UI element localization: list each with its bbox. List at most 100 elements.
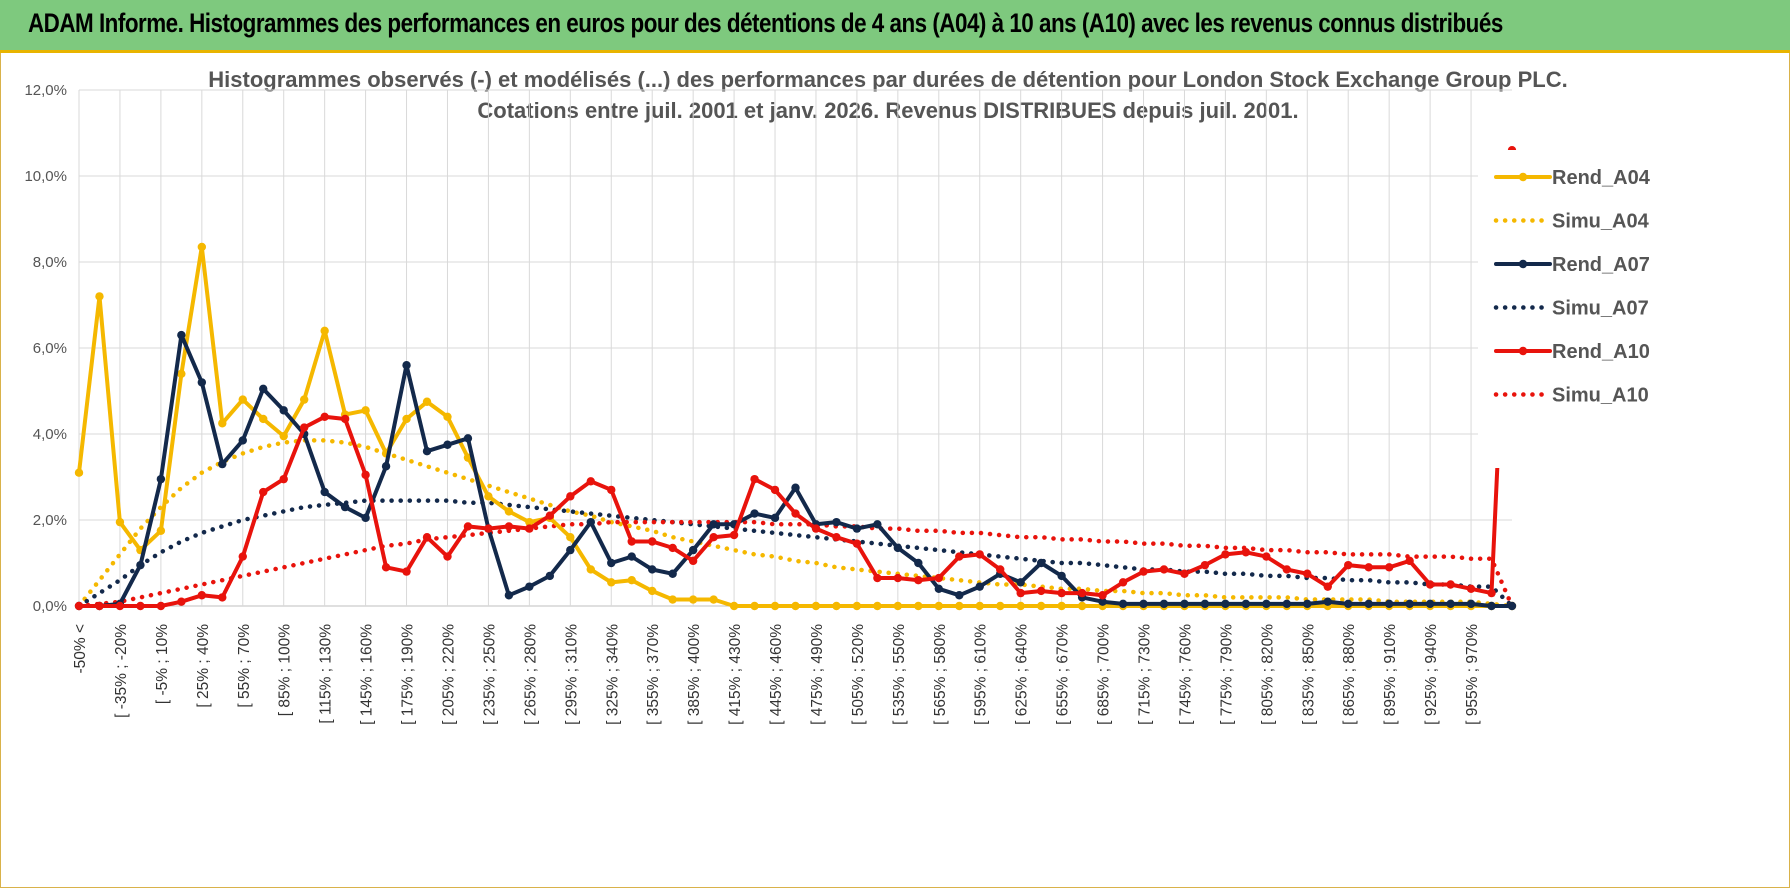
data-point-rend_a07 xyxy=(156,474,166,484)
data-point-rend_a10 xyxy=(1282,565,1292,574)
data-point-rend_a10 xyxy=(1487,588,1496,598)
legend-marker xyxy=(1518,346,1528,356)
data-point-rend_a10 xyxy=(1180,569,1189,578)
data-point-rend_a10 xyxy=(770,485,780,495)
legend-marker xyxy=(1518,172,1528,182)
data-point-rend_a07 xyxy=(1241,599,1251,609)
data-point-rend_a04 xyxy=(1036,601,1046,611)
data-point-rend_a07 xyxy=(545,571,555,581)
data-point-rend_a10 xyxy=(1098,591,1107,600)
data-point-rend_a04 xyxy=(525,517,534,527)
x-tick-label: [ 445% ; 460% xyxy=(768,624,785,725)
legend-label-rend_a04: Rend_A04 xyxy=(1552,167,1651,189)
data-point-rend_a10 xyxy=(115,601,125,611)
data-point-rend_a07 xyxy=(1057,571,1066,581)
data-point-rend_a07 xyxy=(648,565,657,574)
x-tick-label: [ 505% ; 520% xyxy=(850,624,867,725)
data-point-rend_a04 xyxy=(893,601,903,611)
data-point-rend_a10 xyxy=(218,593,227,602)
x-tick-label: [ -5% ; 10% xyxy=(154,624,171,704)
data-point-rend_a04 xyxy=(566,533,575,542)
data-point-rend_a07 xyxy=(770,513,780,523)
data-point-rend_a10 xyxy=(1364,563,1373,572)
data-point-rend_a04 xyxy=(852,601,862,611)
y-tick-label: 10,0% xyxy=(24,168,67,185)
data-point-rend_a07 xyxy=(1118,599,1128,609)
x-tick-label: [ 355% ; 370% xyxy=(645,624,662,725)
x-tick-label: [ 685% ; 700% xyxy=(1096,624,1113,725)
x-tick-label: [ 115% ; 130% xyxy=(318,624,335,724)
data-point-rend_a07 xyxy=(197,378,207,387)
x-tick-label: [ 625% ; 640% xyxy=(1014,624,1031,725)
x-tick-label: [ -35% ; -20% xyxy=(113,624,130,718)
data-point-rend_a07 xyxy=(607,558,616,568)
x-axis: -50% < [ -35% ; -20% [ -5% ; 10% [ 25% ; 40… xyxy=(72,624,1481,725)
x-tick-label: [ 265% ; 280% xyxy=(522,624,539,725)
performance-histogram-chart: Histogrammes observés (-) et modélisés (… xyxy=(24,67,1696,725)
series-line-rend_a10 xyxy=(77,148,1514,608)
data-point-rend_a04 xyxy=(361,406,370,415)
data-point-rend_a07 xyxy=(1139,599,1148,609)
data-point-rend_a10 xyxy=(177,597,186,606)
x-tick-label: [ 565% ; 580% xyxy=(932,624,949,725)
data-point-rend_a07 xyxy=(1487,601,1496,611)
data-point-rend_a10 xyxy=(934,573,943,583)
grid xyxy=(78,89,1512,607)
data-point-rend_a10 xyxy=(1139,567,1148,576)
data-point-rend_a10 xyxy=(996,565,1005,574)
data-point-rend_a07 xyxy=(586,517,595,527)
data-point-rend_a04 xyxy=(607,578,616,587)
legend: Rend_A04 Simu_A04 Rend_A07 Simu_A07 Rend_A10… xyxy=(1478,150,1696,468)
data-point-rend_a04 xyxy=(74,468,84,477)
data-point-rend_a07 xyxy=(1303,599,1312,609)
data-point-rend_a10 xyxy=(1200,560,1210,570)
data-point-rend_a10 xyxy=(648,537,657,546)
x-tick-label: [ 775% ; 790% xyxy=(1218,624,1235,725)
data-point-rend_a10 xyxy=(1036,586,1046,596)
data-point-rend_a04 xyxy=(402,414,411,424)
data-point-rend_a07 xyxy=(1159,599,1169,609)
data-point-rend_a10 xyxy=(1425,580,1435,589)
data-point-rend_a04 xyxy=(156,526,166,535)
data-point-rend_a07 xyxy=(525,582,534,591)
x-tick-label: [ 955% ; 970% xyxy=(1464,624,1481,725)
x-tick-label: [ 295% ; 310% xyxy=(563,624,580,725)
data-point-rend_a07 xyxy=(873,520,882,529)
x-tick-label: [ 415% ; 430% xyxy=(727,624,744,725)
data-point-rend_a10 xyxy=(975,550,984,559)
data-point-rend_a10 xyxy=(381,563,391,572)
data-point-rend_a07 xyxy=(177,330,186,340)
data-point-rend_a07 xyxy=(1098,597,1107,606)
data-point-rend_a07 xyxy=(1344,599,1353,609)
data-point-rend_a04 xyxy=(95,292,104,301)
data-point-rend_a07 xyxy=(218,459,227,469)
legend-label-simu_a07: Simu_A07 xyxy=(1552,298,1649,320)
data-point-rend_a04 xyxy=(197,242,207,252)
data-point-rend_a10 xyxy=(320,412,329,421)
data-point-rend_a10 xyxy=(914,576,923,585)
legend-label-rend_a10: Rend_A10 xyxy=(1552,341,1650,363)
y-tick-label: 6,0% xyxy=(33,340,67,357)
x-tick-label: [ 745% ; 760% xyxy=(1177,624,1194,725)
x-tick-label: [ 595% ; 610% xyxy=(973,624,990,725)
y-tick-label: 8,0% xyxy=(33,254,67,271)
x-tick-label: [ 175% ; 190% xyxy=(400,624,417,725)
data-point-rend_a04 xyxy=(259,414,268,424)
data-point-rend_a07 xyxy=(750,509,759,518)
data-point-rend_a10 xyxy=(95,601,104,611)
x-tick-label: [ 865% ; 880% xyxy=(1341,624,1358,725)
data-point-rend_a10 xyxy=(955,552,964,561)
x-tick-label: [ 655% ; 670% xyxy=(1055,624,1072,725)
data-point-rend_a04 xyxy=(1057,601,1066,611)
data-point-rend_a10 xyxy=(340,414,350,424)
data-point-rend_a07 xyxy=(1262,599,1271,609)
data-point-rend_a10 xyxy=(1405,556,1414,566)
legend-label-simu_a10: Simu_A10 xyxy=(1552,385,1649,407)
legend-label-rend_a07: Rend_A07 xyxy=(1552,254,1650,276)
data-point-rend_a04 xyxy=(914,601,923,611)
data-point-rend_a10 xyxy=(791,509,800,518)
data-point-rend_a10 xyxy=(1118,578,1128,587)
data-point-rend_a10 xyxy=(525,524,534,533)
data-point-rend_a07 xyxy=(279,406,288,415)
data-point-rend_a07 xyxy=(381,462,391,471)
